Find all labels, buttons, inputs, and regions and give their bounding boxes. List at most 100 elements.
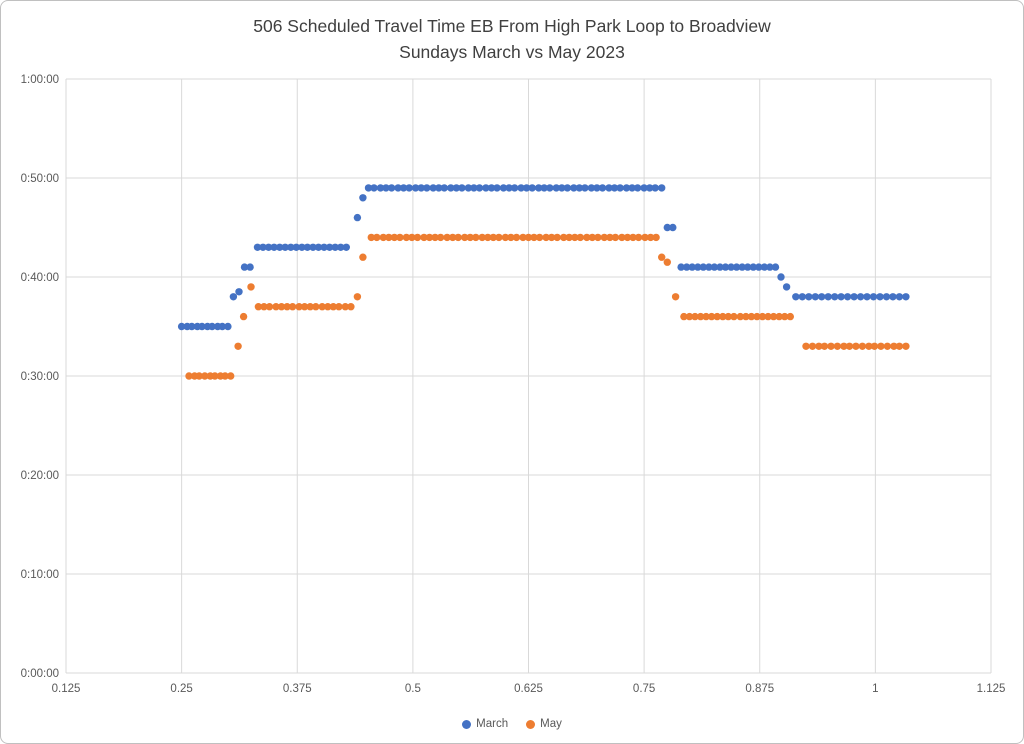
data-point-march <box>755 263 763 271</box>
data-point-march <box>856 293 865 301</box>
data-point-may <box>318 303 326 311</box>
data-point-march <box>177 322 186 331</box>
data-point-march <box>805 293 813 301</box>
data-point-may <box>786 312 794 321</box>
data-point-may <box>454 233 462 242</box>
data-point-may <box>324 303 332 311</box>
data-point-may <box>535 233 544 242</box>
data-point-march <box>824 293 832 301</box>
data-point-may <box>201 372 209 380</box>
data-point-may <box>341 303 349 311</box>
data-point-march <box>482 184 490 192</box>
chart-title-line-1: 506 Scheduled Travel Time EB From High P… <box>253 16 771 36</box>
data-point-may <box>484 233 492 242</box>
chart-legend: March May <box>1 718 1023 730</box>
data-point-may <box>852 342 860 350</box>
data-point-march <box>688 263 696 271</box>
data-point-march <box>264 243 273 251</box>
data-point-march <box>616 184 624 192</box>
data-point-may <box>764 312 772 321</box>
data-point-may <box>815 342 823 350</box>
legend-item-may: May <box>526 718 562 730</box>
data-point-may <box>808 342 817 350</box>
data-point-may <box>680 312 688 321</box>
data-point-may <box>833 342 842 350</box>
data-point-may <box>195 372 203 380</box>
data-point-may <box>247 283 255 291</box>
data-point-march <box>423 184 431 192</box>
data-point-may <box>367 233 375 242</box>
data-point-may <box>408 233 416 242</box>
data-point-march <box>710 263 719 271</box>
data-point-march <box>646 184 654 192</box>
chart-title: 506 Scheduled Travel Time EB From High P… <box>1 13 1023 65</box>
data-point-may <box>547 233 556 242</box>
data-point-march <box>593 184 601 192</box>
data-point-march <box>831 293 839 301</box>
data-point-march <box>370 184 378 192</box>
data-point-march <box>902 293 910 301</box>
data-point-march <box>235 288 243 296</box>
y-tick-label: 0:00:00 <box>21 668 59 680</box>
y-tick-label: 0:50:00 <box>21 173 59 185</box>
data-point-march <box>570 184 578 192</box>
data-point-may <box>758 312 767 321</box>
x-tick-label: 1 <box>872 683 878 695</box>
data-point-march <box>837 293 845 301</box>
data-point-may <box>373 233 381 242</box>
data-point-may <box>542 233 550 242</box>
data-point-may <box>335 303 343 311</box>
data-point-may <box>685 312 694 321</box>
x-tick-label: 0.125 <box>52 683 81 695</box>
data-point-march <box>452 184 461 192</box>
data-point-march <box>610 184 619 192</box>
data-point-march <box>342 243 350 251</box>
data-point-may <box>565 233 573 242</box>
y-tick-label: 0:40:00 <box>21 272 59 284</box>
data-point-march <box>270 243 278 251</box>
data-point-march <box>499 184 508 192</box>
data-point-march <box>535 184 543 192</box>
data-point-march <box>382 184 390 192</box>
data-point-march <box>869 293 878 301</box>
data-point-may <box>600 233 608 242</box>
data-point-march <box>811 293 819 301</box>
data-point-march <box>782 283 791 291</box>
data-point-march <box>331 243 339 251</box>
data-point-may <box>501 233 510 242</box>
data-point-march <box>732 263 741 271</box>
legend-label-may: May <box>540 718 562 730</box>
data-point-march <box>705 263 713 271</box>
data-point-may <box>623 233 632 242</box>
data-point-may <box>288 303 297 311</box>
data-point-march <box>440 184 448 192</box>
data-point-may <box>658 253 666 261</box>
data-point-may <box>691 312 699 321</box>
data-point-may <box>413 233 422 242</box>
data-point-may <box>724 312 732 321</box>
data-point-march <box>677 263 685 271</box>
march-series-marker-icon <box>462 719 472 729</box>
data-point-march <box>766 263 774 271</box>
data-point-may <box>420 233 428 242</box>
data-point-may <box>769 312 778 321</box>
data-point-march <box>387 184 396 192</box>
legend-label-march: March <box>476 718 509 730</box>
data-point-march <box>470 184 478 192</box>
data-point-march <box>309 243 317 251</box>
data-point-march <box>658 184 666 192</box>
data-point-march <box>435 184 443 192</box>
x-tick-label: 0.375 <box>283 683 312 695</box>
data-point-may <box>265 303 274 311</box>
data-point-march <box>493 184 501 192</box>
data-point-may <box>396 233 404 242</box>
data-point-may <box>211 372 219 380</box>
data-point-may <box>507 233 515 242</box>
data-point-may <box>495 233 503 242</box>
data-point-march <box>505 184 513 192</box>
data-point-march <box>575 184 584 192</box>
data-point-may <box>254 303 263 311</box>
data-point-march <box>716 263 724 271</box>
